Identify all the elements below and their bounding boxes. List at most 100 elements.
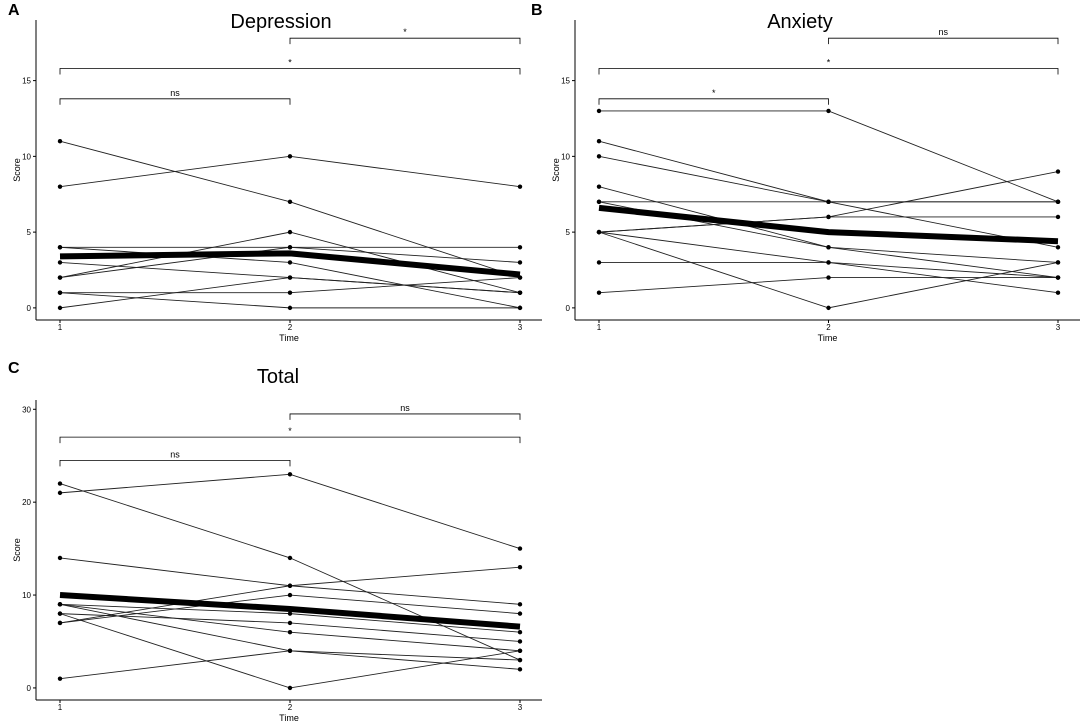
x-tick-label: 2 [288,323,293,332]
y-tick-label: 15 [561,77,570,86]
significance-bracket [59,68,521,75]
data-point [596,154,602,159]
data-point [287,685,293,691]
data-point [287,229,293,235]
x-tick-label: 3 [518,703,523,712]
data-point [826,245,831,250]
y-tick-label: 10 [22,591,31,600]
data-point [57,260,63,265]
data-point [1055,290,1061,295]
chart-title: Depression [230,11,331,33]
data-point [826,305,831,311]
series-line-subject-7 [59,613,521,642]
significance-label: ns [400,403,410,413]
data-point [517,260,523,265]
significance-bracket [828,37,1059,45]
data-point [287,305,293,311]
y-tick-label: 30 [22,405,31,414]
y-tick-label: 0 [27,684,32,693]
significance-bracket [598,68,1059,75]
data-point [826,260,831,265]
mean-line [59,592,521,630]
panel-letter: B [531,2,543,19]
data-point [287,199,293,205]
data-point [517,546,523,551]
data-point [57,481,63,486]
data-point [1055,245,1061,250]
x-tick-label: 2 [826,323,831,332]
data-point [287,583,293,588]
series-line-subject-11 [59,650,521,680]
data-point [57,305,63,311]
y-axis-label: Score [551,158,561,182]
y-tick-label: 15 [22,77,31,86]
y-axis-label: Score [12,538,22,562]
significance-label: * [288,57,292,67]
data-point [826,199,831,205]
chart-title: Total [257,366,299,388]
data-point [517,629,523,635]
chart-title: Anxiety [767,11,833,33]
series-line-subject-1 [599,110,1059,203]
data-point [287,555,293,561]
series-line-subject-2 [59,155,521,188]
data-point [826,214,831,220]
significance-bracket [598,98,829,105]
x-tick-label: 1 [597,323,602,332]
significance-label: ns [170,88,180,98]
data-point [57,602,63,607]
x-tick-label: 2 [288,703,293,712]
y-axis-label: Score [12,158,22,182]
data-point [596,184,602,189]
x-tick-label: 3 [518,323,523,332]
data-point [287,245,293,250]
y-tick-label: 20 [22,498,31,507]
data-point [517,184,523,189]
data-point [517,290,523,295]
series-line-subject-2 [59,473,521,550]
y-tick-label: 0 [566,304,571,313]
data-point [57,184,63,189]
series-line-subject-9 [59,292,520,309]
significance-bracket [59,98,291,105]
significance-label: ns [170,449,180,459]
series-line-subject-11 [598,277,1058,294]
significance-bracket [289,413,521,420]
data-point [517,611,523,616]
data-point [57,490,63,496]
data-point [1055,169,1061,174]
data-point [517,657,523,663]
data-point [517,639,523,644]
data-point [57,555,63,561]
data-point [57,245,63,250]
data-point [596,290,602,295]
significance-label: ns [938,27,948,37]
data-point [517,305,523,311]
y-tick-label: 10 [22,152,31,161]
data-point [287,154,293,159]
data-point [517,648,523,653]
data-point [57,611,63,616]
panel-B: B Anxiety 0 5 10 15 1 2 3 Time Score * * ns [531,2,1080,343]
data-point [287,648,293,653]
significance-label: * [827,57,831,67]
y-tick-label: 5 [27,228,32,237]
data-point [57,620,63,626]
data-point [517,245,523,250]
data-point [287,260,293,265]
significance-bracket [59,436,521,444]
data-point [826,275,831,280]
data-point [287,629,293,635]
panel-letter: C [8,360,20,377]
series-line-subject-3 [598,155,1058,203]
significance-label: * [288,426,292,436]
series-line-subject-10 [599,261,1059,279]
mean-line [59,250,521,278]
significance-label: * [712,88,716,98]
data-point [596,260,602,265]
data-point [596,139,602,144]
x-axis-label: Time [279,333,299,343]
data-point [517,667,523,672]
x-tick-label: 1 [58,323,63,332]
